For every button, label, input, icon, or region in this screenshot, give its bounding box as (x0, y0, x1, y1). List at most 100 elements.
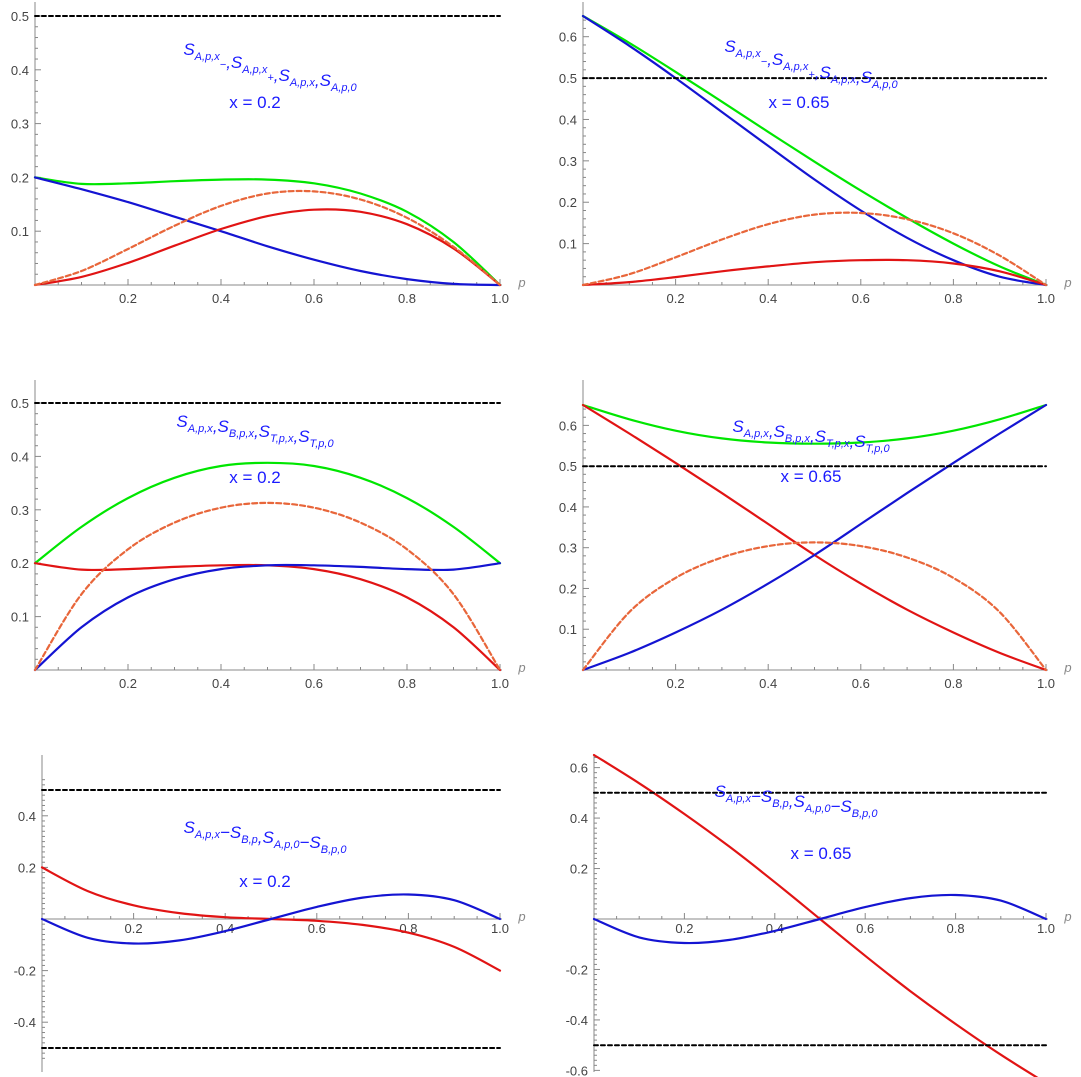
x-tick-label: 0.8 (944, 291, 962, 306)
y-tick-label: 0.5 (559, 71, 577, 86)
series-line-3 (33, 501, 502, 672)
y-tick-label: 0.3 (559, 541, 577, 556)
y-tick-label: 0.4 (18, 809, 36, 824)
x-tick-label: 0.2 (119, 676, 137, 691)
y-tick-label: 0.2 (18, 860, 36, 875)
y-tick-label: 0.5 (11, 9, 29, 24)
y-tick-label: 0.5 (559, 459, 577, 474)
y-tick-label: 0.5 (11, 396, 29, 411)
y-tick-label: 0.2 (570, 862, 588, 877)
x-axis-label: p (517, 275, 525, 290)
x-tick-label: 1.0 (491, 291, 509, 306)
x-axis-label: p (517, 909, 525, 924)
series-line-0 (33, 461, 502, 565)
series-line-0 (33, 176, 502, 287)
x-tick-label: 1.0 (1037, 676, 1055, 691)
chart-panel-top-left: 0.2 0.4 0.6 0.8 1.0 0.1 0.2 0.3 0.4 0.5 p SA,p,x−,S… (0, 0, 540, 306)
chart-title: SA,p,x−SB,p,SA,p,0−SB,p,0 (715, 782, 879, 820)
y-tick-label: 0.6 (559, 30, 577, 45)
x-tick-label: 0.2 (119, 291, 137, 306)
annotation-x-value: x = 0.2 (239, 872, 291, 891)
chart-svg: 0.2 0.4 0.6 0.8 1.0 0.1 0.2 0.3 0.4 0.5 0.6 p SA,p,x… (559, 380, 1072, 691)
annotation-x-value: x = 0.2 (229, 93, 281, 112)
annotation-x-value: x = 0.65 (769, 93, 830, 112)
y-tick-label: 0.4 (11, 63, 29, 78)
chart-title: SA,p,x−,SA,p,x+,SA,p,x,SA,p,0 (183, 40, 357, 94)
y-tick-label: 0.6 (570, 761, 588, 776)
annotation-x-value: x = 0.65 (781, 467, 842, 486)
x-axis-label: p (517, 660, 525, 675)
series-line-0 (581, 14, 1048, 287)
x-tick-label: 0.6 (305, 291, 323, 306)
x-tick-label: 1.0 (1037, 291, 1055, 306)
y-tick-label: -0.2 (566, 962, 588, 977)
chart-svg: 0.2 0.4 0.6 0.8 1.0 0.1 0.2 0.3 0.4 0.5 p SA,p,x−,S… (11, 2, 526, 306)
y-tick-label: 0.2 (559, 195, 577, 210)
y-tick-label: 0.3 (11, 503, 29, 518)
series-line-2 (33, 562, 502, 672)
x-tick-label: 0.2 (667, 676, 685, 691)
chart-panel-middle-right: 0.2 0.4 0.6 0.8 1.0 0.1 0.2 0.3 0.4 0.5 0.6 p SA,p,x… (541, 380, 1081, 691)
series-line-2 (581, 258, 1048, 287)
y-tick-label: -0.2 (14, 964, 36, 979)
x-tick-label: 0.2 (125, 921, 143, 936)
y-tick-label: 0.4 (559, 112, 577, 127)
annotation-x-value: x = 0.65 (791, 844, 852, 863)
series-line-3 (581, 211, 1048, 287)
x-tick-label: 0.6 (308, 921, 326, 936)
y-tick-label: 0.3 (559, 154, 577, 169)
x-tick-label: 0.4 (759, 676, 777, 691)
y-tick-label: 0.2 (11, 170, 29, 185)
series-line-1 (33, 562, 502, 672)
series-line-2 (33, 208, 502, 287)
x-axis-label: p (1063, 909, 1071, 924)
chart-panel-middle-left: 0.2 0.4 0.6 0.8 1.0 0.1 0.2 0.3 0.4 0.5 p SA,p,x,SB… (0, 380, 540, 691)
chart-title: SA,p,x−,SA,p,x+,SA,p,x,SA,p,0 (724, 37, 898, 91)
y-tick-label: 0.2 (11, 556, 29, 571)
y-tick-label: -0.6 (566, 1063, 588, 1077)
chart-title: SA,p,x−SB,p,SA,p,0−SB,p,0 (184, 818, 348, 856)
chart-panel-bottom-right: 0.2 0.4 0.6 0.8 1.0 -0.6 -0.4 -0.2 0.2 0.4 0.6 p SA,… (541, 753, 1081, 1077)
series-line-1 (40, 893, 502, 945)
x-tick-label: 0.4 (212, 676, 230, 691)
chart-svg: 0.2 0.4 0.6 0.8 1.0-0.6-0.4-0.20.20.40.6pSA,… (566, 753, 1072, 1077)
y-tick-label: 0.1 (11, 610, 29, 625)
x-tick-label: 0.8 (398, 291, 416, 306)
chart-panel-top-right: 0.2 0.4 0.6 0.8 1.0 0.1 0.2 0.3 0.4 0.5 0.6 p SA,p,x… (541, 0, 1081, 306)
y-tick-label: 0.4 (559, 500, 577, 515)
y-tick-label: 0.4 (11, 449, 29, 464)
x-tick-label: 0.2 (675, 921, 693, 936)
chart-svg: 0.2 0.4 0.6 0.8 1.0 0.1 0.2 0.3 0.4 0.5 0.6 p SA,p,x… (559, 2, 1072, 306)
series-line-0 (581, 403, 1048, 445)
x-tick-label: 0.6 (305, 676, 323, 691)
x-tick-label: 1.0 (1037, 921, 1055, 936)
y-tick-label: 0.4 (570, 811, 588, 826)
annotation-x-value: x = 0.2 (229, 468, 281, 487)
x-tick-label: 0.8 (944, 676, 962, 691)
y-tick-label: 0.1 (11, 224, 29, 239)
series-line-1 (33, 176, 502, 287)
chart-svg: 0.2 0.4 0.6 0.8 1.0-0.4-0.20.20.4pSA,p,x−SB,… (14, 755, 526, 1072)
x-tick-label: 1.0 (491, 676, 509, 691)
y-tick-label: -0.4 (566, 1013, 588, 1028)
x-tick-label: 0.6 (852, 291, 870, 306)
y-tick-label: 0.2 (559, 581, 577, 596)
chart-title: SA,p,x,SB,p,x,ST,p,x,ST,p,0 (176, 412, 334, 450)
y-tick-label: 0.1 (559, 622, 577, 637)
x-tick-label: 0.6 (856, 921, 874, 936)
x-tick-label: 0.8 (398, 676, 416, 691)
x-tick-label: 0.4 (759, 291, 777, 306)
chart-panel-bottom-left: 0.2 0.4 0.6 0.8 1.0 -0.4 -0.2 0.2 0.4 p SA,p,x−SB,… (0, 755, 540, 1077)
x-tick-label: 0.6 (852, 676, 870, 691)
series-line-3 (33, 189, 502, 287)
y-tick-label: 0.1 (559, 237, 577, 252)
series-line-1 (592, 893, 1048, 945)
series-line-3 (581, 541, 1048, 672)
x-axis-label: p (1063, 275, 1071, 290)
chart-title: SA,p,x,SB,p,x,ST,p,x,ST,p,0 (732, 417, 890, 455)
y-tick-label: 0.6 (559, 418, 577, 433)
x-tick-label: 0.2 (667, 291, 685, 306)
y-tick-label: 0.3 (11, 117, 29, 132)
x-tick-label: 0.4 (212, 291, 230, 306)
